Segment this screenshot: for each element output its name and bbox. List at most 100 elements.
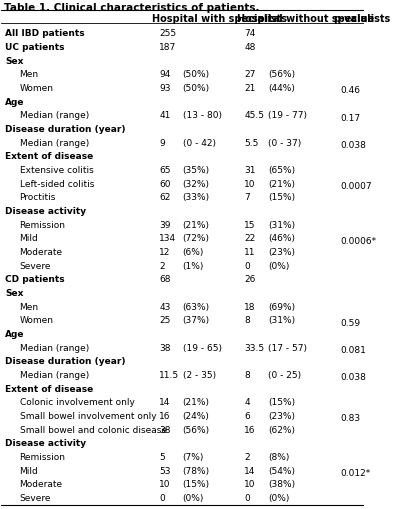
Text: p-value: p-value <box>333 14 374 24</box>
Text: 12: 12 <box>159 248 171 257</box>
Text: (0 - 37): (0 - 37) <box>268 138 301 148</box>
Text: (1%): (1%) <box>183 262 204 271</box>
Text: (19 - 77): (19 - 77) <box>268 111 307 120</box>
Text: (0%): (0%) <box>268 494 289 503</box>
Text: (31%): (31%) <box>268 220 295 230</box>
Text: 0.038: 0.038 <box>340 141 366 150</box>
Text: 8: 8 <box>244 316 250 325</box>
Text: 0: 0 <box>159 494 165 503</box>
Text: UC patients: UC patients <box>5 43 64 52</box>
Text: (15%): (15%) <box>183 480 210 489</box>
Text: Disease duration (year): Disease duration (year) <box>5 357 126 366</box>
Text: 8: 8 <box>244 371 250 380</box>
Text: Extent of disease: Extent of disease <box>5 152 93 161</box>
Text: (78%): (78%) <box>183 467 210 475</box>
Text: (62%): (62%) <box>268 426 295 435</box>
Text: Moderate: Moderate <box>20 248 63 257</box>
Text: 187: 187 <box>159 43 176 52</box>
Text: Hospital without specialists: Hospital without specialists <box>237 14 390 24</box>
Text: (69%): (69%) <box>268 302 295 312</box>
Text: 0.038: 0.038 <box>340 373 366 382</box>
Text: Table 1. Clinical characteristics of patients.: Table 1. Clinical characteristics of pat… <box>4 3 259 13</box>
Text: CD patients: CD patients <box>5 275 64 284</box>
Text: 10: 10 <box>244 180 256 188</box>
Text: 0.012*: 0.012* <box>340 469 371 478</box>
Text: Age: Age <box>5 330 24 339</box>
Text: 9: 9 <box>159 138 165 148</box>
Text: Sex: Sex <box>5 56 23 66</box>
Text: (0%): (0%) <box>268 262 289 271</box>
Text: Women: Women <box>20 316 53 325</box>
Text: (63%): (63%) <box>183 302 210 312</box>
Text: (44%): (44%) <box>268 84 295 93</box>
Text: 10: 10 <box>244 480 256 489</box>
Text: Colonic involvement only: Colonic involvement only <box>20 398 134 407</box>
Text: Median (range): Median (range) <box>20 371 89 380</box>
Text: (17 - 57): (17 - 57) <box>268 344 307 353</box>
Text: 48: 48 <box>244 43 256 52</box>
Text: 43: 43 <box>159 302 171 312</box>
Text: Extent of disease: Extent of disease <box>5 385 93 393</box>
Text: Sex: Sex <box>5 289 23 298</box>
Text: (0%): (0%) <box>183 494 204 503</box>
Text: Proctitis: Proctitis <box>20 193 56 202</box>
Text: Hospital with specialists: Hospital with specialists <box>152 14 287 24</box>
Text: 68: 68 <box>159 275 171 284</box>
Text: Remission: Remission <box>20 220 66 230</box>
Text: (8%): (8%) <box>268 453 289 462</box>
Text: Severe: Severe <box>20 494 51 503</box>
Text: 11.5: 11.5 <box>159 371 179 380</box>
Text: (0 - 42): (0 - 42) <box>183 138 216 148</box>
Text: (50%): (50%) <box>183 70 210 79</box>
Text: 6: 6 <box>244 412 250 421</box>
Text: 0: 0 <box>244 494 250 503</box>
Text: (31%): (31%) <box>268 316 295 325</box>
Text: (21%): (21%) <box>183 220 210 230</box>
Text: 60: 60 <box>159 180 171 188</box>
Text: Mild: Mild <box>20 234 38 243</box>
Text: 11: 11 <box>244 248 256 257</box>
Text: 5.5: 5.5 <box>244 138 259 148</box>
Text: Small bowel involvement only: Small bowel involvement only <box>20 412 156 421</box>
Text: (46%): (46%) <box>268 234 295 243</box>
Text: 93: 93 <box>159 84 171 93</box>
Text: 41: 41 <box>159 111 171 120</box>
Text: (35%): (35%) <box>183 166 210 175</box>
Text: Median (range): Median (range) <box>20 138 89 148</box>
Text: (65%): (65%) <box>268 166 295 175</box>
Text: 18: 18 <box>244 302 256 312</box>
Text: 38: 38 <box>159 426 171 435</box>
Text: 31: 31 <box>244 166 256 175</box>
Text: (7%): (7%) <box>183 453 204 462</box>
Text: 0.081: 0.081 <box>340 346 366 355</box>
Text: (2 - 35): (2 - 35) <box>183 371 216 380</box>
Text: (19 - 65): (19 - 65) <box>183 344 222 353</box>
Text: 134: 134 <box>159 234 176 243</box>
Text: 0.17: 0.17 <box>340 114 361 123</box>
Text: Age: Age <box>5 98 24 106</box>
Text: 62: 62 <box>159 193 171 202</box>
Text: 14: 14 <box>159 398 171 407</box>
Text: Extensive colitis: Extensive colitis <box>20 166 93 175</box>
Text: Small bowel and colonic disease: Small bowel and colonic disease <box>20 426 166 435</box>
Text: 21: 21 <box>244 84 256 93</box>
Text: 16: 16 <box>244 426 256 435</box>
Text: 5: 5 <box>159 453 165 462</box>
Text: Median (range): Median (range) <box>20 111 89 120</box>
Text: Men: Men <box>20 302 39 312</box>
Text: Left-sided colitis: Left-sided colitis <box>20 180 94 188</box>
Text: 0.83: 0.83 <box>340 414 361 423</box>
Text: 38: 38 <box>159 344 171 353</box>
Text: Severe: Severe <box>20 262 51 271</box>
Text: (15%): (15%) <box>268 193 295 202</box>
Text: Men: Men <box>20 70 39 79</box>
Text: Disease duration (year): Disease duration (year) <box>5 125 126 134</box>
Text: 0: 0 <box>244 262 250 271</box>
Text: 45.5: 45.5 <box>244 111 264 120</box>
Text: 74: 74 <box>244 29 256 38</box>
Text: (50%): (50%) <box>183 84 210 93</box>
Text: (23%): (23%) <box>268 412 295 421</box>
Text: 26: 26 <box>244 275 256 284</box>
Text: 4: 4 <box>244 398 250 407</box>
Text: (56%): (56%) <box>268 70 295 79</box>
